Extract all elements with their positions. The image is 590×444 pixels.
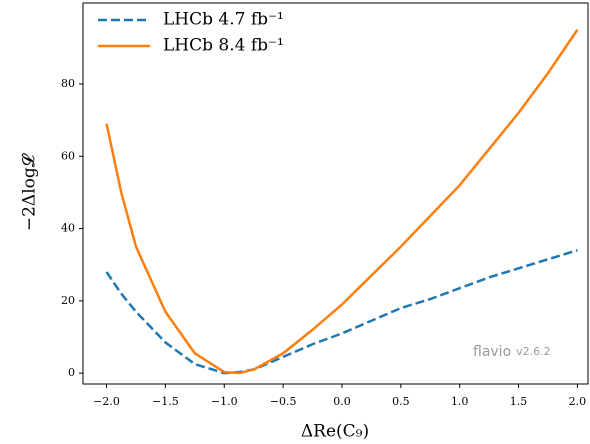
legend-label: LHCb 8.4 fb⁻¹ bbox=[163, 36, 284, 56]
x-tick-label: −2.0 bbox=[93, 395, 120, 408]
y-tick-label: 80 bbox=[61, 77, 75, 90]
x-tick-label: 1.5 bbox=[510, 395, 528, 408]
x-tick-label: −1.0 bbox=[211, 395, 238, 408]
x-tick-label: 2.0 bbox=[569, 395, 587, 408]
y-tick-label: 0 bbox=[68, 366, 75, 379]
x-tick-label: 0.5 bbox=[392, 395, 410, 408]
line-series bbox=[105, 29, 579, 375]
y-tick-label: 60 bbox=[61, 149, 75, 162]
x-axis-label: ΔRe(C₉) bbox=[301, 422, 369, 442]
line-series bbox=[105, 249, 578, 375]
y-tick-label: 40 bbox=[61, 222, 75, 235]
y-axis-label: −2Δlog𝓛 bbox=[20, 152, 40, 231]
x-tick-label: 1.0 bbox=[451, 395, 469, 408]
watermark-text: flavio bbox=[473, 344, 511, 360]
y-tick-label: 20 bbox=[61, 294, 75, 307]
watermark: flavio v2.6.2 bbox=[473, 344, 551, 360]
x-tick-label: −0.5 bbox=[270, 395, 297, 408]
plot-frame bbox=[82, 2, 589, 385]
x-tick-label: −1.5 bbox=[152, 395, 179, 408]
legend-label: LHCb 4.7 fb⁻¹ bbox=[163, 10, 284, 30]
watermark-version: v2.6.2 bbox=[516, 345, 551, 358]
x-tick-label: 0.0 bbox=[333, 395, 351, 408]
